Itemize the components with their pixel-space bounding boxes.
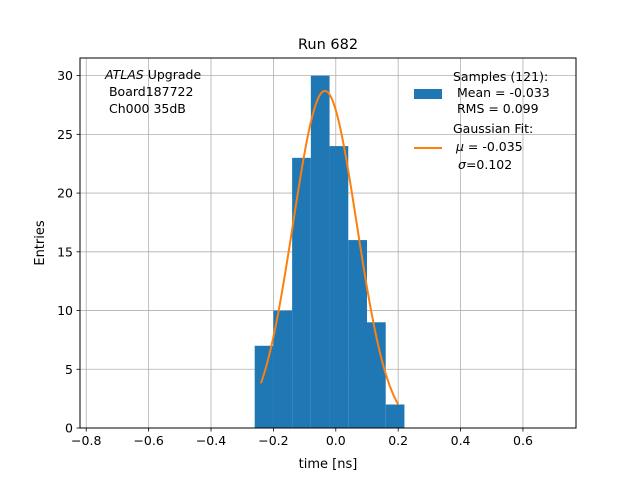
x-tick-label: −0.8 (71, 433, 101, 448)
legend-mu-symbol: μ (455, 139, 464, 154)
histogram-bar (254, 345, 274, 428)
y-tick-label: 30 (57, 68, 73, 83)
histogram-bar (273, 310, 293, 428)
x-tick-label: 0.2 (388, 433, 408, 448)
legend-fit-title: Gaussian Fit: (453, 121, 533, 136)
annotation-upgrade: Upgrade (144, 67, 202, 82)
x-tick-label: −0.4 (196, 433, 226, 448)
legend-sigma-symbol: σ (458, 157, 467, 172)
gaussian-fit-curve (259, 89, 400, 405)
histogram-bar (385, 404, 405, 428)
x-axis-label: time [ns] (299, 457, 358, 472)
gaussian-fit-line (259, 89, 400, 405)
x-tick-label: −0.6 (133, 433, 163, 448)
legend-fit-mu: μ = -0.035 (455, 139, 523, 154)
histogram-bar (292, 157, 311, 429)
y-tick-label: 0 (65, 421, 73, 436)
annotation-line-1: ATLAS Upgrade (104, 67, 201, 82)
plot-frame (79, 57, 577, 429)
y-axis-ticks: 0 5 10 15 20 25 30 (57, 68, 80, 436)
y-tick-label: 15 (57, 244, 73, 259)
histogram-bar (310, 75, 330, 428)
annotation-line-3: Ch000 35dB (105, 101, 186, 116)
legend: Samples (121): Mean = -0.033 RMS = 0.099… (414, 69, 550, 172)
legend-samples-title: Samples (121): (453, 69, 548, 84)
histogram-bar (329, 146, 349, 428)
x-tick-label: 0.0 (326, 433, 346, 448)
legend-mu-value: = -0.035 (464, 139, 523, 154)
y-tick-label: 25 (57, 127, 73, 142)
x-tick-label: −0.2 (258, 433, 288, 448)
legend-samples-swatch (414, 89, 442, 99)
legend-fit-sigma: σ=0.102 (458, 157, 512, 172)
annotation-line-2: Board187722 (105, 84, 193, 99)
y-tick-label: 20 (57, 186, 73, 201)
x-axis-ticks: −0.8 −0.6 −0.4 −0.2 0.0 0.2 0.4 0.6 (71, 428, 533, 448)
histogram-bar (348, 240, 367, 428)
y-tick-label: 5 (65, 362, 73, 377)
x-tick-label: 0.4 (451, 433, 471, 448)
legend-samples-rms: RMS = 0.099 (453, 101, 539, 116)
histogram-bars (254, 75, 405, 429)
x-tick-label: 0.6 (513, 433, 533, 448)
annotation-atlas: ATLAS (104, 67, 144, 82)
histogram-bar (366, 322, 386, 428)
y-axis-label: Entries (33, 220, 48, 266)
y-tick-label: 10 (57, 303, 73, 318)
chart-title: Run 682 (298, 37, 358, 53)
experiment-annotation: ATLAS Upgrade Board187722 Ch000 35dB (104, 67, 201, 116)
legend-samples-mean: Mean = -0.033 (453, 85, 550, 100)
legend-sigma-value: =0.102 (466, 157, 512, 172)
